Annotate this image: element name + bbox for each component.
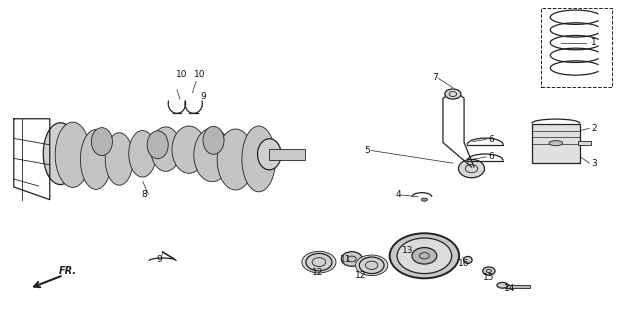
Bar (578, 141, 591, 145)
Ellipse shape (341, 252, 363, 266)
Bar (269, 148, 305, 160)
Ellipse shape (129, 131, 156, 177)
Ellipse shape (497, 283, 508, 288)
Ellipse shape (242, 126, 275, 192)
Ellipse shape (147, 131, 168, 159)
Ellipse shape (412, 248, 437, 264)
Text: 5: 5 (364, 146, 370, 155)
Ellipse shape (445, 89, 461, 99)
Text: 6: 6 (488, 152, 494, 161)
Ellipse shape (257, 139, 281, 170)
Text: 8: 8 (141, 190, 147, 199)
Text: 3: 3 (591, 159, 597, 168)
Text: 10: 10 (194, 70, 206, 79)
Text: 6: 6 (488, 135, 494, 144)
Ellipse shape (55, 122, 90, 188)
Ellipse shape (464, 256, 472, 263)
Ellipse shape (92, 128, 112, 156)
Ellipse shape (217, 129, 254, 190)
Text: FR.: FR. (59, 267, 77, 276)
Ellipse shape (306, 253, 332, 271)
Ellipse shape (80, 130, 112, 189)
Ellipse shape (459, 159, 485, 178)
Text: 9: 9 (156, 255, 163, 264)
Ellipse shape (549, 141, 563, 146)
Bar (505, 285, 530, 288)
Text: 1: 1 (591, 38, 597, 47)
Ellipse shape (421, 198, 427, 201)
Ellipse shape (359, 257, 384, 274)
Ellipse shape (172, 126, 206, 173)
Text: 15: 15 (482, 273, 494, 282)
Text: 7: 7 (432, 73, 439, 82)
Ellipse shape (302, 252, 336, 273)
Text: 2: 2 (591, 124, 596, 133)
Ellipse shape (105, 133, 133, 185)
Text: 11: 11 (340, 255, 351, 264)
Text: 14: 14 (504, 284, 516, 293)
Ellipse shape (356, 255, 388, 276)
Ellipse shape (194, 128, 231, 182)
Ellipse shape (483, 267, 495, 275)
Ellipse shape (203, 126, 224, 154)
Ellipse shape (389, 233, 459, 278)
Ellipse shape (43, 123, 77, 185)
Text: 12: 12 (356, 271, 367, 280)
Text: 13: 13 (402, 246, 414, 255)
Text: 16: 16 (458, 259, 469, 268)
Ellipse shape (397, 238, 452, 274)
Bar (531, 124, 580, 163)
Text: 12: 12 (312, 268, 323, 277)
Text: 9: 9 (200, 92, 206, 101)
Ellipse shape (151, 127, 181, 171)
Text: 10: 10 (176, 70, 187, 79)
Bar (541, 8, 612, 87)
Text: 4: 4 (396, 190, 401, 199)
